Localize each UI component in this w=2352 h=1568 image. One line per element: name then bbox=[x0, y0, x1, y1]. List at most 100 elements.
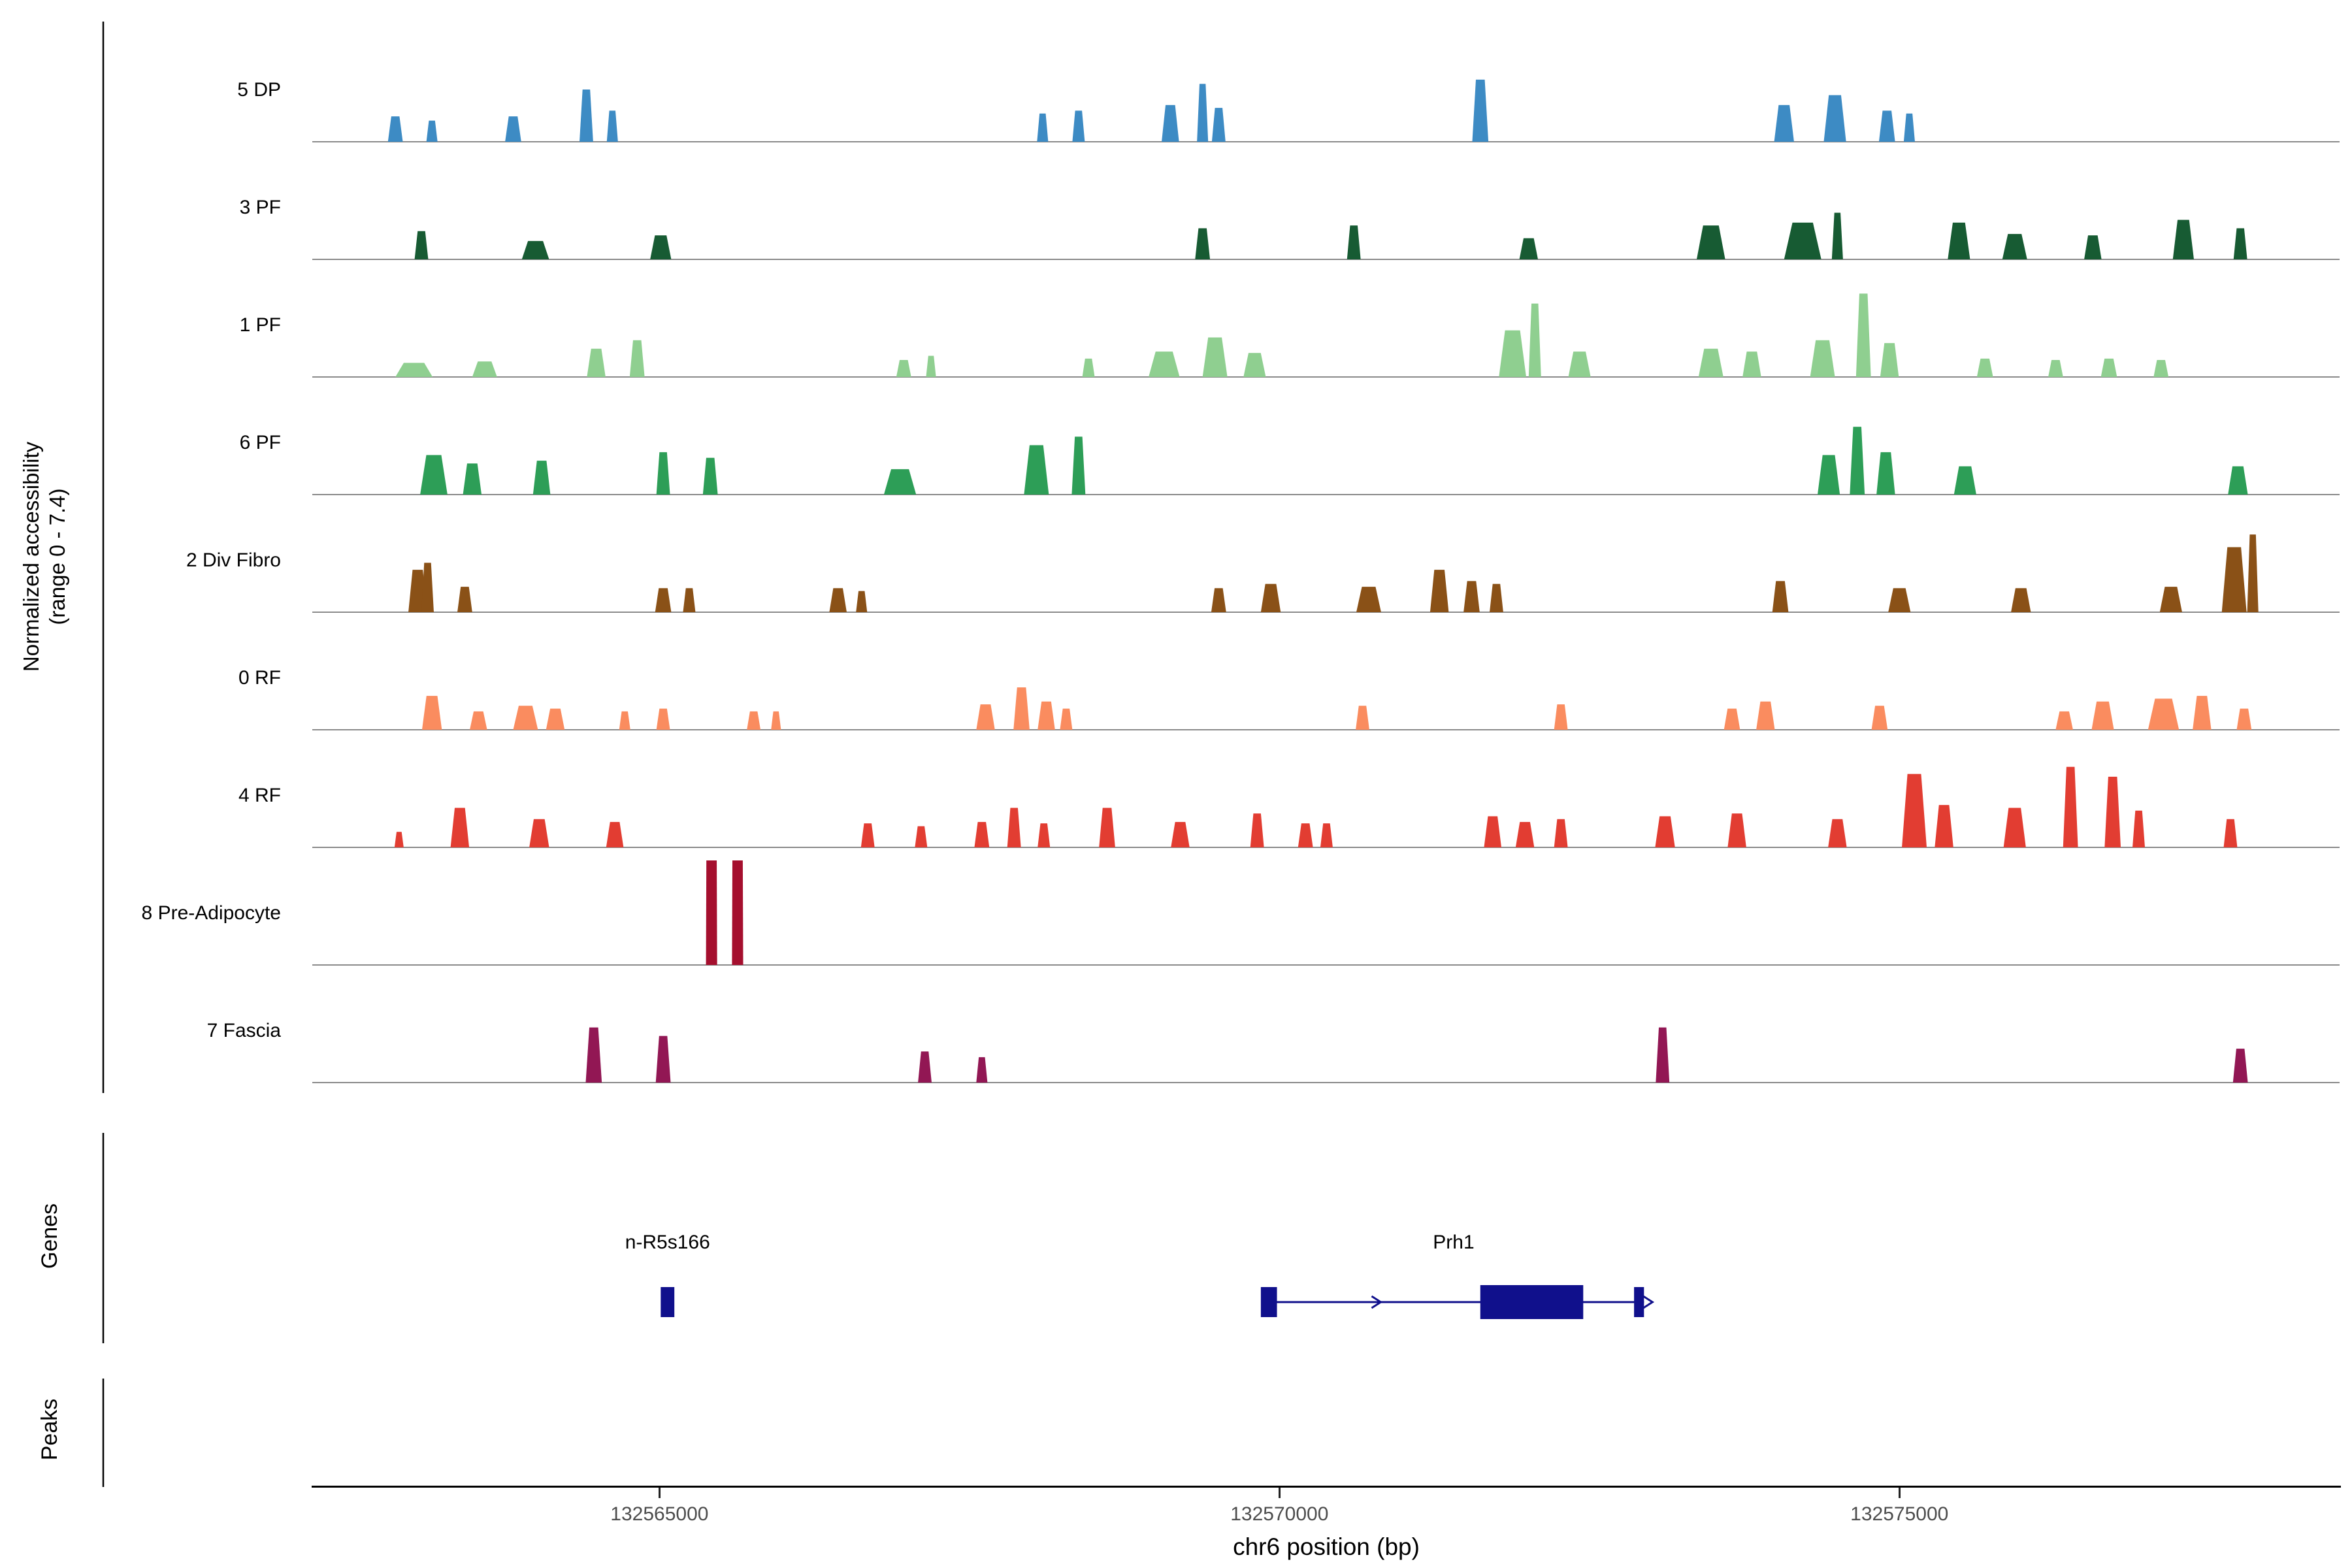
track-row-5-dp: 5 DP bbox=[237, 79, 2340, 142]
gene-exon bbox=[1634, 1287, 1644, 1317]
signal-peak bbox=[546, 708, 565, 730]
signal-peak bbox=[1298, 823, 1313, 847]
signal-peak bbox=[1099, 808, 1115, 847]
signal-peak bbox=[529, 819, 549, 847]
signal-peak bbox=[1976, 358, 1993, 377]
signal-peak bbox=[1499, 330, 1527, 377]
signal-peak bbox=[1742, 351, 1761, 377]
signal-peak bbox=[587, 348, 606, 377]
x-axis-line bbox=[312, 1486, 2341, 1488]
signal-peak bbox=[472, 361, 497, 377]
signal-peak bbox=[1007, 808, 1021, 847]
signal-peak bbox=[2153, 360, 2169, 377]
signal-peak bbox=[976, 1057, 988, 1083]
signal-peak bbox=[414, 231, 429, 259]
signal-peak bbox=[450, 808, 470, 847]
signal-peak bbox=[974, 822, 990, 847]
signal-peak bbox=[747, 711, 761, 730]
track-row-8-pre-adipocyte: 8 Pre-Adipocyte bbox=[142, 860, 2340, 966]
signal-peak bbox=[463, 463, 482, 495]
signal-peak bbox=[1774, 105, 1794, 142]
signal-peak bbox=[1197, 84, 1209, 142]
signal-peak bbox=[656, 452, 670, 495]
signal-peak bbox=[2100, 358, 2117, 377]
track-row-3-pf: 3 PF bbox=[240, 197, 2340, 260]
signal-peak bbox=[505, 116, 521, 142]
signal-peak bbox=[2221, 547, 2247, 612]
signal-peak bbox=[619, 711, 630, 730]
signal-peak bbox=[1149, 351, 1180, 377]
signal-peak bbox=[1171, 822, 1190, 847]
signal-peak bbox=[1888, 588, 1911, 612]
track-row-6-pf: 6 PF bbox=[240, 427, 2340, 495]
signal-peak bbox=[732, 860, 743, 965]
gene-exon bbox=[1260, 1287, 1277, 1317]
signal-peak bbox=[1490, 583, 1503, 612]
signal-peak bbox=[1850, 427, 1865, 495]
gene-prh1: Prh1 bbox=[1260, 1232, 1655, 1319]
signal-peak bbox=[387, 116, 403, 142]
tracks-svg: 5 DP 3 PF 1 PF 6 PF 2 Div Fibro 0 RF 4 RF 8 Pre… bbox=[102, 22, 2340, 1093]
signal-peak bbox=[1071, 436, 1086, 495]
signal-peak bbox=[1818, 455, 1840, 495]
signal-peak bbox=[656, 708, 670, 730]
signal-peak bbox=[1727, 813, 1746, 847]
signal-peak bbox=[2048, 360, 2063, 377]
signal-peak bbox=[1013, 687, 1030, 730]
signal-peak bbox=[1024, 445, 1049, 495]
signal-peak bbox=[470, 711, 487, 730]
signal-peak bbox=[1953, 466, 1976, 495]
signal-peak bbox=[860, 823, 875, 847]
signal-peak bbox=[702, 457, 718, 495]
signal-peak bbox=[771, 711, 781, 730]
signal-peak bbox=[1756, 701, 1775, 730]
signal-peak bbox=[2003, 808, 2026, 847]
signal-peak bbox=[1195, 228, 1211, 259]
gene-name-label: Prh1 bbox=[1433, 1232, 1474, 1253]
signal-peak bbox=[655, 1036, 671, 1083]
signal-peak bbox=[1472, 79, 1489, 142]
signal-peak bbox=[2233, 228, 2247, 259]
gene-name-label: n-R5s166 bbox=[625, 1232, 710, 1253]
signal-peak bbox=[1528, 303, 1541, 377]
signal-peak bbox=[421, 696, 442, 730]
signal-peak bbox=[2002, 234, 2027, 259]
signal-peak bbox=[395, 363, 433, 377]
signal-peak bbox=[1082, 358, 1095, 377]
signal-peak bbox=[1250, 813, 1264, 847]
signal-peak bbox=[1260, 583, 1281, 612]
signal-peak bbox=[1060, 708, 1073, 730]
signal-peak bbox=[1810, 340, 1835, 377]
signal-peak bbox=[1554, 819, 1568, 847]
signal-peak bbox=[421, 563, 434, 612]
signal-peak bbox=[1037, 113, 1049, 142]
track-label: 2 Div Fibro bbox=[186, 549, 281, 571]
gene-exon bbox=[1480, 1285, 1584, 1319]
track-row-4-rf: 4 RF bbox=[238, 766, 2340, 848]
signal-peak bbox=[426, 120, 438, 142]
signal-peak bbox=[683, 588, 696, 612]
gene-box bbox=[661, 1287, 675, 1317]
strand-arrow-icon bbox=[1371, 1295, 1383, 1309]
track-label: 5 DP bbox=[237, 79, 281, 101]
track-row-1-pf: 1 PF bbox=[240, 293, 2340, 378]
signal-peak bbox=[513, 706, 538, 730]
signal-peak bbox=[2232, 1049, 2248, 1083]
signal-peak bbox=[1429, 570, 1449, 612]
signal-peak bbox=[706, 860, 717, 965]
signal-peak bbox=[2193, 696, 2212, 730]
signal-peak bbox=[1356, 706, 1369, 730]
signal-peak bbox=[1831, 212, 1843, 259]
signal-peak bbox=[1935, 805, 1953, 847]
signal-peak bbox=[2228, 466, 2248, 495]
signal-peak bbox=[1202, 337, 1228, 377]
annotations-svg: n-R5s166 Prh1 bbox=[102, 1133, 1655, 1487]
x-axis-tick-label: 132565000 bbox=[610, 1503, 709, 1525]
signal-peak bbox=[2104, 776, 2121, 847]
signal-peak bbox=[1903, 113, 1915, 142]
signal-peak bbox=[1463, 581, 1480, 612]
signal-peak bbox=[1656, 1027, 1670, 1083]
track-label: 4 RF bbox=[238, 785, 281, 806]
signal-peak bbox=[2223, 819, 2238, 847]
